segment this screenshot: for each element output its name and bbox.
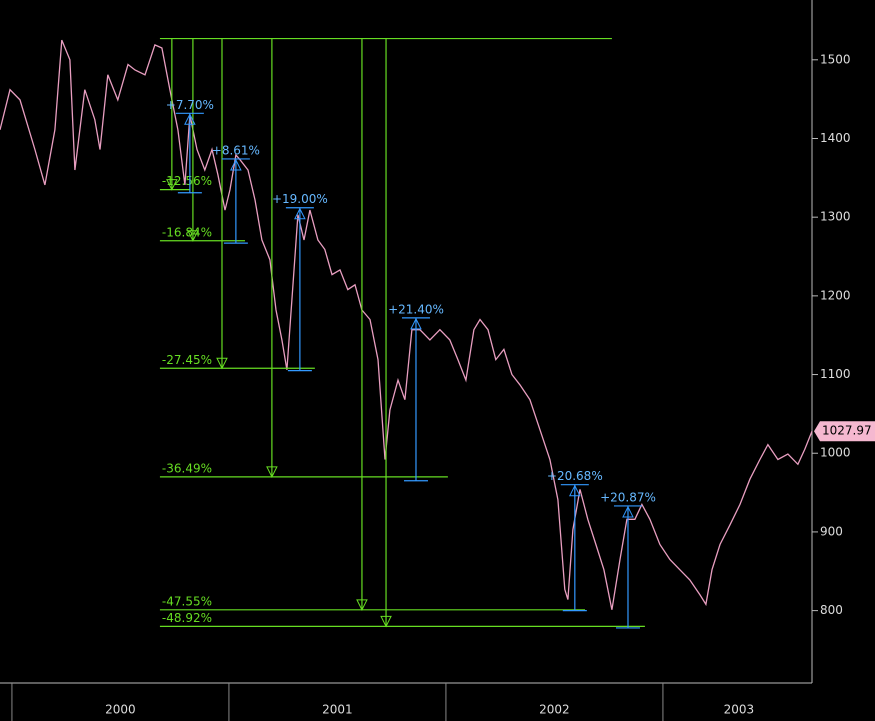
last-price-tag	[814, 421, 875, 442]
drawdown-label: -47.55%	[162, 594, 212, 608]
y-tick-label: 1100	[820, 367, 851, 381]
rally-arrow	[569, 484, 581, 497]
rally-arrow	[622, 505, 634, 518]
rally-label: +7.70%	[166, 98, 214, 112]
rally-label: +8.61%	[212, 143, 260, 157]
y-tick-label: 1000	[820, 446, 851, 460]
drawdown-arrow	[216, 357, 228, 370]
drawdown-arrow	[166, 179, 178, 191]
rally-arrow	[294, 207, 306, 220]
drawdown-label: -48.92%	[162, 611, 212, 625]
y-tick-label: 1200	[820, 288, 851, 302]
rally-label: +19.00%	[272, 192, 328, 206]
rally-arrow	[230, 158, 242, 171]
drawdown-arrow	[380, 615, 392, 628]
last-price-label: 1027.97	[822, 424, 872, 438]
drawdown-label: -16.84%	[162, 225, 212, 239]
x-tick-label: 2002	[539, 703, 570, 717]
x-tick-label: 2003	[724, 703, 755, 717]
drawdown-arrow	[187, 230, 199, 242]
y-tick-label: 800	[820, 603, 843, 617]
rally-label: +21.40%	[388, 302, 444, 316]
drawdown-arrow	[266, 466, 278, 478]
y-tick-label: 1500	[820, 52, 851, 66]
rally-arrow	[410, 317, 422, 330]
drawdown-label: -36.49%	[162, 461, 212, 475]
price-line	[0, 39, 813, 610]
x-tick-label: 2001	[322, 703, 353, 717]
y-tick-label: 1400	[820, 131, 851, 145]
y-tick-label: 1300	[820, 210, 851, 224]
drawdown-label: -27.45%	[162, 353, 212, 367]
drawdown-arrow	[356, 599, 368, 611]
rally-label: +20.68%	[547, 469, 603, 483]
rally-label: +20.87%	[600, 490, 656, 504]
x-tick-label: 2000	[105, 703, 136, 717]
drawdown-label: -12.56%	[162, 174, 212, 188]
rally-arrow	[184, 113, 196, 125]
y-tick-label: 900	[820, 524, 843, 538]
